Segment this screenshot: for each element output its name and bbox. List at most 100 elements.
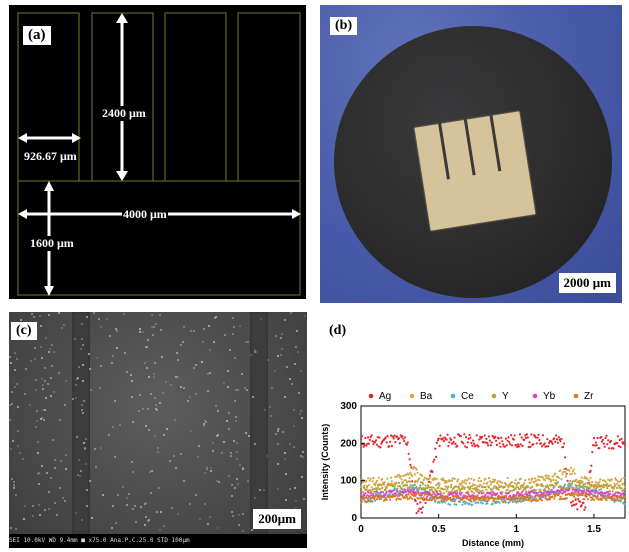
data-point (562, 445, 565, 449)
surface-speck (30, 360, 32, 362)
data-point (467, 493, 470, 496)
surface-speck (17, 430, 19, 432)
data-point (591, 450, 594, 454)
data-point (386, 435, 389, 438)
surface-speck (187, 400, 189, 402)
data-point (390, 444, 393, 447)
data-point (492, 478, 495, 481)
data-point (578, 489, 582, 492)
y-tick-label: 200 (340, 438, 357, 449)
data-point (414, 480, 417, 483)
surface-speck (61, 327, 63, 329)
data-point (508, 441, 511, 444)
surface-speck (216, 435, 218, 437)
surface-speck (75, 512, 77, 514)
surface-speck (53, 351, 55, 353)
surface-speck (182, 341, 184, 343)
surface-speck (74, 338, 76, 340)
data-point (528, 491, 531, 495)
data-point (586, 486, 589, 489)
surface-speck (78, 366, 80, 368)
data-point (563, 485, 566, 488)
surface-speck (289, 443, 291, 445)
data-point (391, 435, 394, 438)
surface-speck (36, 410, 38, 412)
data-point (416, 480, 419, 483)
data-point (415, 512, 418, 515)
data-point (382, 483, 386, 486)
data-point (459, 434, 462, 438)
data-point (399, 475, 402, 478)
surface-speck (116, 347, 118, 349)
data-point (428, 474, 431, 477)
data-point (418, 493, 421, 496)
data-point (366, 442, 369, 445)
data-point (539, 498, 542, 501)
surface-speck (44, 367, 46, 369)
data-point (537, 495, 540, 498)
legend-label-zr: Zr (584, 391, 594, 402)
data-point (579, 481, 582, 484)
surface-speck (169, 460, 171, 462)
surface-speck (32, 515, 34, 517)
surface-speck (275, 335, 277, 337)
surface-speck (149, 471, 151, 473)
surface-speck (207, 523, 209, 525)
slot-1 (437, 121, 450, 180)
data-point (540, 483, 544, 486)
data-point (389, 434, 393, 437)
data-point (409, 495, 412, 498)
data-point (490, 495, 493, 498)
data-point (495, 481, 499, 485)
data-point (423, 493, 426, 496)
surface-speck (235, 416, 237, 418)
surface-speck (108, 434, 110, 436)
data-point (433, 495, 436, 498)
surface-speck (238, 524, 240, 526)
data-point (608, 484, 611, 487)
data-point (451, 488, 454, 491)
data-point (436, 439, 439, 442)
series-ag (359, 433, 627, 515)
data-point (434, 478, 437, 481)
data-point (376, 436, 379, 439)
data-point (547, 486, 550, 489)
surface-speck (112, 355, 114, 357)
surface-speck (275, 433, 277, 435)
surface-speck (183, 326, 185, 328)
surface-speck (14, 352, 16, 354)
data-point (505, 444, 508, 447)
surface-speck (236, 451, 238, 453)
surface-speck (294, 487, 296, 489)
data-point (510, 444, 514, 447)
data-point (524, 434, 527, 437)
data-point (602, 442, 605, 445)
linescan-chart: Ag Ba Ce Y Yb Zr 0 100 200 300 0 0.5 1 1.5 Intensit… (320, 391, 627, 548)
data-point (519, 477, 522, 480)
surface-speck (126, 504, 128, 506)
data-point (436, 487, 439, 490)
data-point (571, 480, 574, 483)
surface-speck (53, 391, 55, 393)
data-point (601, 492, 604, 495)
data-point (509, 489, 512, 492)
data-point (433, 490, 436, 493)
data-point (422, 478, 425, 482)
data-point (536, 478, 539, 481)
data-point (576, 508, 579, 511)
data-point (420, 511, 423, 514)
data-point (614, 484, 617, 487)
data-point (404, 474, 407, 477)
data-point (393, 434, 396, 437)
data-point (501, 491, 504, 494)
x-axis-title: Distance (mm) (462, 538, 524, 548)
data-point (598, 480, 601, 483)
x-tick-label: 0.5 (432, 524, 446, 535)
data-point (466, 441, 469, 444)
data-point (518, 487, 521, 490)
pad-length-label: 4000 μm (122, 207, 168, 222)
data-point (493, 485, 496, 488)
data-point (444, 495, 447, 498)
data-point (623, 485, 627, 488)
data-point (404, 488, 407, 491)
